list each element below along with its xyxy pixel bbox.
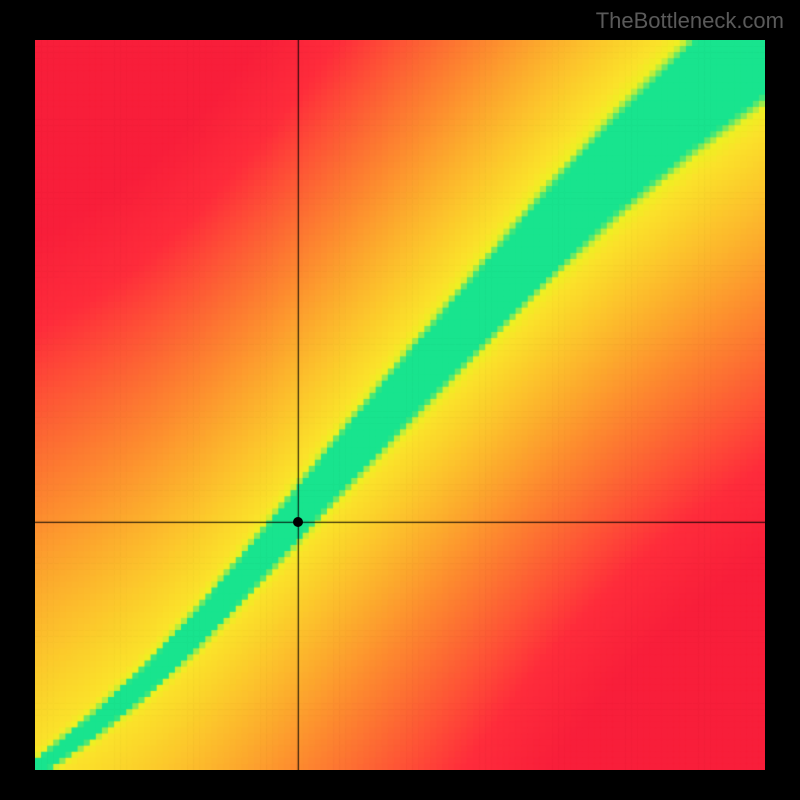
watermark-text: TheBottleneck.com	[596, 8, 784, 34]
heatmap-canvas	[35, 40, 765, 770]
heatmap-plot	[35, 40, 765, 770]
marker-dot	[293, 517, 303, 527]
